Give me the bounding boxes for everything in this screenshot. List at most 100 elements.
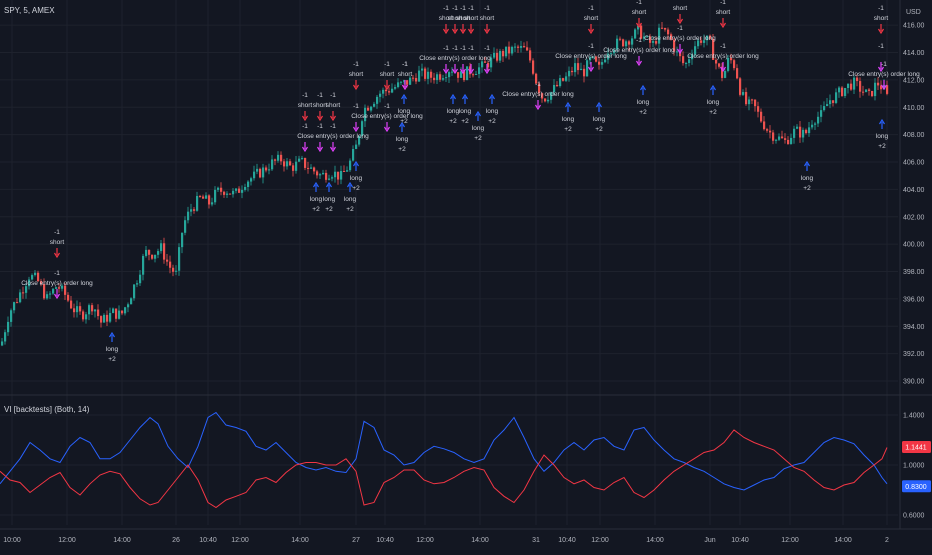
time-tick-label: 10:40 (731, 537, 749, 544)
candle-body (298, 158, 301, 162)
candle (241, 185, 244, 199)
candle-body (265, 167, 268, 171)
close-arrow-head (719, 66, 727, 73)
long-label: long (562, 116, 575, 123)
candle-body (805, 129, 808, 134)
long-count-label: +2 (474, 135, 482, 142)
candle (682, 51, 685, 66)
time-tick-label: 12:00 (58, 537, 76, 544)
candle (748, 96, 751, 111)
close-arrow (587, 62, 595, 73)
close-arrow (880, 80, 888, 91)
candle-body (379, 93, 382, 97)
candle (643, 32, 646, 42)
candle-body (61, 285, 64, 289)
candle-body (46, 294, 49, 299)
candle-body (583, 68, 586, 77)
close-arrow-head (383, 126, 391, 133)
candle (28, 276, 31, 290)
candle (346, 166, 349, 173)
vi-minus-badge: 1.1441 (902, 440, 931, 453)
indicator-tick-label: 0.6000 (903, 513, 925, 520)
currency-label: USD (906, 9, 921, 16)
candle-body (700, 40, 703, 43)
candle-body (100, 316, 103, 323)
candle (493, 47, 496, 59)
candle-body (682, 56, 685, 64)
long-count-label: +2 (449, 118, 457, 125)
candle (796, 124, 799, 130)
candle-body (691, 54, 694, 60)
candle-body (313, 167, 316, 172)
candle-body (133, 284, 136, 299)
short-arrow-head (301, 115, 309, 122)
candle-body (172, 267, 175, 272)
candle-body (727, 57, 730, 71)
indicator-tick-label: 1.0000 (903, 463, 925, 470)
candle-body (292, 165, 295, 171)
candle (664, 27, 667, 32)
candle-body (286, 161, 289, 167)
candle-body (568, 70, 571, 77)
candle (262, 163, 265, 184)
candle (127, 302, 130, 313)
candle-body (742, 92, 745, 95)
candle (388, 87, 391, 96)
candle (844, 87, 847, 99)
long-count-label: +2 (400, 118, 408, 125)
long-count-label: +2 (398, 146, 406, 153)
candle (601, 58, 604, 69)
close-arrow (329, 142, 337, 153)
candle (382, 87, 385, 99)
candle-body (787, 139, 790, 145)
candle (247, 180, 250, 192)
close-arrow-head (451, 68, 459, 75)
candle-body (214, 189, 217, 203)
candle-body (232, 190, 235, 195)
candle (259, 167, 262, 179)
price-tick-label: 402.00 (903, 214, 925, 221)
candle (256, 163, 259, 175)
candle (25, 283, 28, 299)
candle (769, 125, 772, 139)
candle (403, 79, 406, 85)
time-tick-label: 10:40 (376, 537, 394, 544)
candle-body (22, 292, 25, 294)
short-label: short (480, 15, 495, 22)
candle-body (52, 288, 55, 294)
close-label: Close entry(s) order long (419, 55, 491, 62)
candle-body (625, 41, 628, 47)
close-arrow (352, 122, 360, 133)
candle (364, 104, 367, 128)
candle-body (421, 68, 424, 71)
candle (265, 165, 268, 173)
long-arrow-head (474, 110, 482, 117)
candle-body (853, 77, 856, 90)
candle-body (451, 71, 454, 73)
candle (355, 140, 358, 150)
candle-body (202, 196, 205, 199)
candle-body (622, 39, 625, 47)
close-arrow-head (483, 68, 491, 75)
close-arrow-head (352, 126, 360, 133)
candle-body (394, 87, 397, 89)
candle-body (763, 121, 766, 130)
candle (556, 81, 559, 87)
candle (109, 307, 112, 324)
candle (697, 38, 700, 49)
candle-body (652, 41, 655, 43)
long-count-label: +2 (564, 126, 572, 133)
candle-body (841, 87, 844, 96)
candle (121, 310, 124, 316)
candle-body (736, 68, 739, 79)
candle (673, 37, 676, 56)
candle-body (364, 107, 367, 122)
close-count-label: -1 (384, 103, 390, 110)
candle (526, 41, 529, 52)
short-count-label: -1 (720, 0, 726, 6)
candle-body (397, 82, 400, 88)
candle (112, 307, 115, 314)
short-label: short (439, 15, 454, 22)
